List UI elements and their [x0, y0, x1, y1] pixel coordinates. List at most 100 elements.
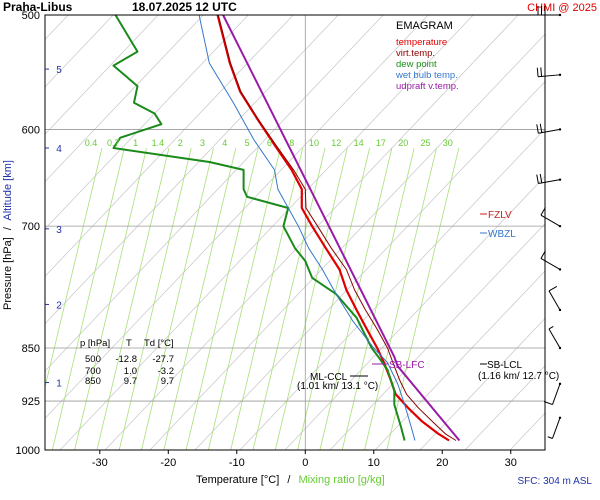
mixing-ratio-line: [51, 147, 125, 450]
legend-item-wet-bulb: wet bulb temp.: [395, 70, 458, 81]
table-cell: 1.0: [124, 366, 137, 377]
mixing-ratio-line: [96, 147, 170, 450]
mixing-ratio-line: [386, 147, 460, 450]
sb-lcl-label: SB-LCL: [487, 360, 522, 371]
mixing-ratio-line: [185, 147, 259, 450]
dry-adiabat: [45, 15, 384, 372]
dry-adiabat: [45, 15, 159, 135]
wind-barb: [543, 382, 562, 406]
mixing-tick-label: 3: [200, 138, 205, 148]
sb-lcl-detail: (1.16 km/ 12.7 °C): [478, 371, 559, 382]
mixing-ratio-line: [163, 147, 237, 450]
mixing-ratio-line: [364, 147, 437, 450]
legend-item-virt-temp: virt.temp.: [396, 48, 435, 59]
table-cell: 500: [85, 354, 101, 365]
table-header-td: Td [°C]: [144, 338, 174, 349]
mixing-tick-label: 30: [443, 138, 453, 148]
station-title: Praha-Libus: [3, 0, 73, 14]
wind-barb: [548, 285, 562, 312]
mixing-tick-label: 25: [420, 138, 430, 148]
mixing-ratio-line: [341, 147, 415, 450]
mixing-tick-label: 14: [354, 138, 364, 148]
sfc-label: SFC: 304 m ASL: [518, 476, 593, 487]
temp-tick-label: -10: [229, 457, 245, 469]
mixing-tick-label: 12: [331, 138, 341, 148]
wind-barb: [536, 123, 562, 134]
ylabel-altitude: Altitude [km]: [2, 160, 14, 221]
xlabel-mixing: Mixing ratio [g/kg]: [298, 474, 384, 486]
mixing-tick-label: 4: [222, 138, 227, 148]
temp-tick-label: -20: [160, 457, 176, 469]
dry-adiabat: [239, 128, 545, 450]
table-cell: -3.2: [158, 366, 174, 377]
mixing-tick-label: 1: [133, 138, 138, 148]
mixing-ratio-line: [252, 147, 326, 450]
ylabel-pressure: Pressure [hPa]: [2, 237, 14, 310]
xlabel-sep: /: [287, 474, 291, 486]
wind-barb: [536, 173, 562, 184]
ticks: 0.4 0.7 1 1.4 2 3 4 5 6 8 10 12 14 17 20 25 305006007008…: [16, 10, 517, 469]
pressure-tick-label: 700: [22, 221, 40, 233]
table-header-p: p [hPa]: [80, 338, 110, 349]
pressure-tick-label: 600: [22, 124, 40, 136]
level-annotations: FZLV WBZL SB-LFC SB-LCL (1.16 km/ 12.7 °…: [297, 210, 559, 392]
dry-adiabat: [104, 15, 519, 450]
dry-adiabat: [59, 15, 474, 450]
pressure-tick-label: 850: [22, 343, 40, 355]
table-cell: 700: [85, 366, 101, 377]
dry-adiabat: [45, 15, 204, 183]
mixing-tick-label: 2: [178, 138, 183, 148]
series-line-3: [198, 15, 416, 441]
dry-adiabat: [194, 80, 545, 450]
altitude-tick-label: 2: [56, 300, 62, 311]
altitude-tick-label: 1: [56, 378, 62, 389]
datetime-title: 18.07.2025 12 UTC: [132, 0, 237, 14]
wind-barb: [540, 250, 562, 271]
mixing-tick-label: 20: [398, 138, 408, 148]
mixing-tick-label: 5: [245, 138, 250, 148]
xlabel-temp: Temperature [°C]: [196, 474, 279, 486]
legend: EMAGRAM temperature virt.temp. dew point…: [395, 20, 459, 92]
mixing-tick-label: 17: [376, 138, 386, 148]
dry-adiabat: [45, 15, 249, 230]
mixing-ratio-line: [230, 147, 304, 450]
mixing-tick-label: 0.4: [85, 138, 98, 148]
pressure-tick-label: 925: [22, 396, 40, 408]
temp-tick-label: 20: [436, 457, 448, 469]
mixing-ratio-line: [297, 147, 370, 450]
table-cell: 9.7: [161, 376, 174, 387]
dry-adiabat: [419, 317, 545, 450]
altitude-tick-label: 5: [56, 65, 62, 76]
pressure-tick-label: 500: [22, 10, 40, 22]
wind-barb: [540, 207, 562, 228]
table-cell: -12.8: [115, 354, 137, 365]
mixing-tick-label: 6: [267, 138, 272, 148]
svg-text:Pressure [hPa] / A: Pressure [hPa] / Altitude [km]: [2, 160, 14, 310]
mixing-ratio-line: [141, 147, 214, 450]
legend-item-updraft: udpraft v.temp.: [396, 81, 459, 92]
wind-barb: [548, 326, 562, 350]
mixing-ratio-line: [274, 147, 348, 450]
mixing-tick-label: 10: [309, 138, 319, 148]
grid: [45, 15, 545, 450]
legend-title: EMAGRAM: [396, 20, 453, 32]
series-line-0: [216, 15, 450, 442]
mixing-tick-label: 8: [289, 138, 294, 148]
plot-frame: [44, 14, 546, 451]
sb-lfc-label: SB-LFC: [389, 360, 425, 371]
table-cell: 9.7: [124, 376, 137, 387]
mixing-tick-label: 0.7: [107, 138, 120, 148]
dry-adiabat: [374, 270, 545, 450]
dry-adiabat: [45, 15, 429, 420]
ml-ccl-detail: (1.01 km/ 13.1 °C): [297, 381, 378, 392]
dry-adiabat: [284, 175, 545, 450]
series-group: [112, 15, 461, 442]
table-cell: -27.7: [152, 354, 174, 365]
legend-item-temperature: temperature: [396, 37, 447, 48]
wbzl-label: WBZL: [488, 229, 516, 240]
mixing-ratio-line: [45, 147, 103, 389]
altitude-tick-label: 4: [56, 144, 62, 155]
mixing-ratio-line: [118, 147, 192, 450]
y-axis-label: Pressure [hPa] / Altitude [km]: [2, 160, 14, 310]
